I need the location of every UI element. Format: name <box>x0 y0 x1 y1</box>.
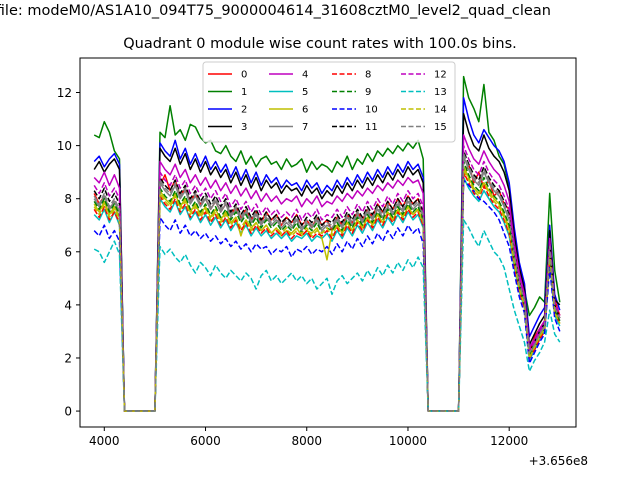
legend-label-9: 9 <box>365 87 371 98</box>
legend-label-0: 0 <box>241 70 247 81</box>
legend-label-5: 5 <box>302 87 308 98</box>
y-tick-label-12: 12 <box>57 86 72 100</box>
x-tick-label-8000: 8000 <box>291 434 322 448</box>
y-tick-label-2: 2 <box>64 351 72 365</box>
legend-label-11: 11 <box>365 122 378 133</box>
series-line-11 <box>93 150 561 412</box>
series-line-14 <box>93 168 561 412</box>
series-line-5 <box>93 176 561 412</box>
legend-label-8: 8 <box>365 70 371 81</box>
series-line-4 <box>93 134 561 412</box>
x-offset-label: +3.656e8 <box>529 454 588 468</box>
series-line-8 <box>93 171 561 412</box>
legend-label-15: 15 <box>434 122 447 133</box>
y-tick-label-10: 10 <box>57 139 72 153</box>
series-lines <box>93 75 561 412</box>
y-tick-label-4: 4 <box>64 298 72 312</box>
legend-label-1: 1 <box>241 87 247 98</box>
y-tick-label-0: 0 <box>64 405 72 419</box>
series-line-3 <box>93 112 561 412</box>
series-line-10 <box>93 179 561 412</box>
series-line-7 <box>93 155 561 412</box>
chart-title: Quadrant 0 module wise count rates with … <box>123 36 517 52</box>
series-line-13 <box>93 219 561 412</box>
legend-label-6: 6 <box>302 105 308 116</box>
x-tick-label-10000: 10000 <box>389 434 427 448</box>
legend-label-14: 14 <box>434 105 447 116</box>
series-line-2 <box>93 97 561 412</box>
y-tick-label-6: 6 <box>64 245 72 259</box>
y-tick-label-8: 8 <box>64 192 72 206</box>
legend-label-10: 10 <box>365 105 378 116</box>
x-tick-label-6000: 6000 <box>190 434 221 448</box>
plot-frame <box>79 57 577 428</box>
series-line-15 <box>93 152 561 412</box>
x-tick-label-12000: 12000 <box>490 434 528 448</box>
legend-label-2: 2 <box>241 105 247 116</box>
legend-label-13: 13 <box>434 87 447 98</box>
series-line-1 <box>93 75 561 412</box>
series-line-12 <box>93 144 561 412</box>
legend-label-12: 12 <box>434 70 447 81</box>
legend-box <box>202 61 456 143</box>
x-tick-label-4000: 4000 <box>89 434 120 448</box>
legend-label-3: 3 <box>241 122 247 133</box>
figure-suptitle: n file: modeM0/AS1A10_094T75_9000004614_… <box>0 3 551 19</box>
legend-label-4: 4 <box>302 70 308 81</box>
legend-label-7: 7 <box>302 122 308 133</box>
